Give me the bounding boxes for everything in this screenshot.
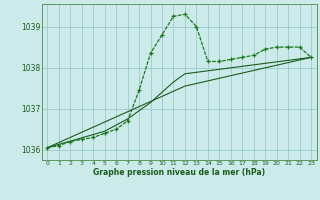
X-axis label: Graphe pression niveau de la mer (hPa): Graphe pression niveau de la mer (hPa) [93, 168, 265, 177]
